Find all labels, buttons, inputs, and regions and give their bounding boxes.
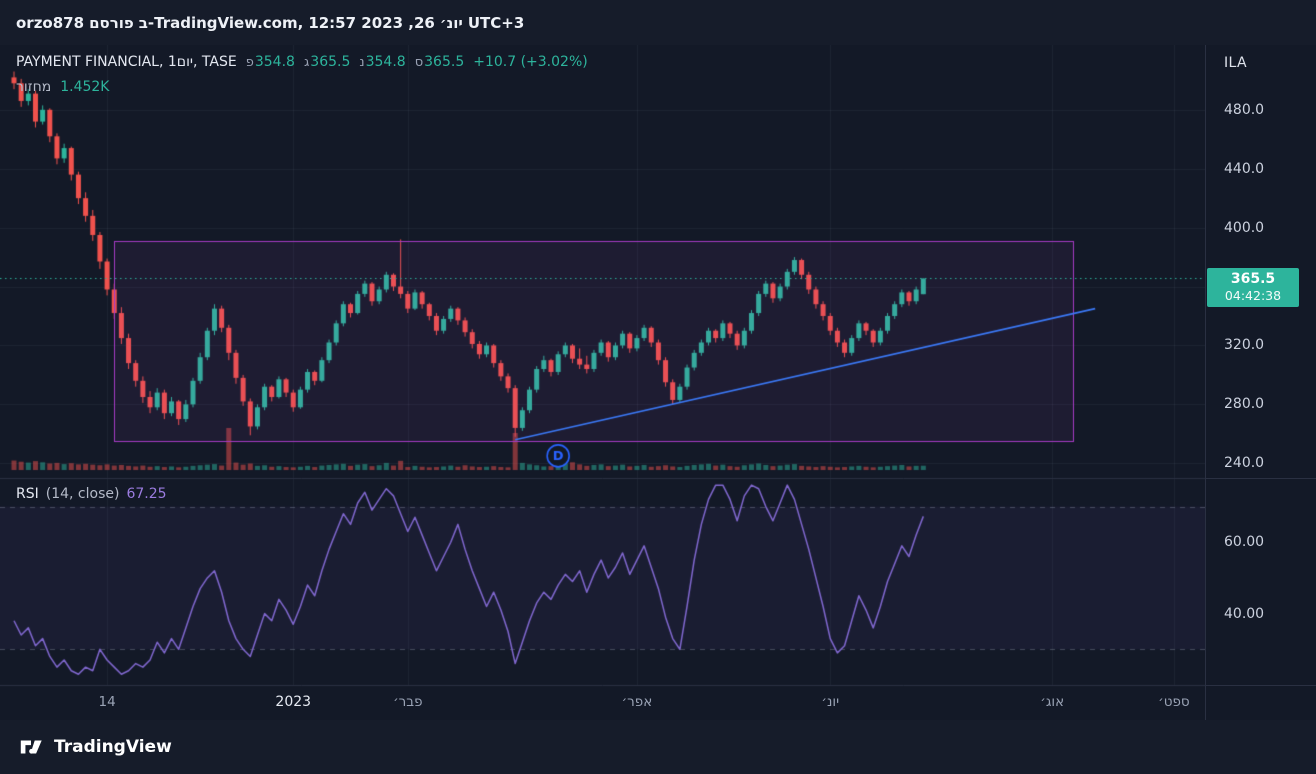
- symbol-title[interactable]: PAYMENT FINANCIAL, 1יום, TASE: [16, 54, 237, 70]
- ohlc-close: ס 365.5: [414, 54, 465, 70]
- rsi-title[interactable]: RSI: [16, 486, 39, 502]
- volume-value: 1.452K: [60, 79, 110, 95]
- ohlc-low: נ 354.8: [359, 54, 406, 70]
- pane-separator: [1206, 478, 1316, 479]
- rsi-legend[interactable]: RSI (14, close) 67.25: [16, 486, 167, 502]
- price-tick-label: 240.0: [1224, 455, 1265, 472]
- ohlc-open: פ 354.8: [245, 54, 295, 70]
- rsi-tick-label: 60.00: [1224, 534, 1265, 551]
- price-tick-label: 320.0: [1224, 337, 1265, 354]
- volume-legend[interactable]: מחזור 1.452K: [16, 79, 109, 95]
- attribution-username: orzo878: [16, 13, 85, 32]
- last-price: 365.5: [1230, 271, 1276, 288]
- chart-area: PAYMENT FINANCIAL, 1יום, TASE פ 354.8 ג 36…: [0, 45, 1205, 720]
- time-axis-label: ספט׳: [1158, 694, 1190, 710]
- rsi-params: (14, close): [45, 486, 120, 502]
- symbol-legend[interactable]: PAYMENT FINANCIAL, 1יום, TASE פ 354.8 ג 36…: [16, 54, 588, 70]
- attribution: orzo878 פורסם ב-TradingView.com, 12:57 2…: [0, 0, 1316, 45]
- time-axis-label: אפר׳: [621, 694, 653, 710]
- rsi-value: 67.25: [126, 486, 167, 502]
- price-tick-label: 440.0: [1224, 160, 1265, 177]
- volume-label: מחזור: [16, 79, 52, 95]
- attribution-published-word: פורסם: [89, 13, 134, 32]
- time-axis-label: 14: [98, 694, 116, 710]
- axis-separator: [1206, 685, 1316, 686]
- price-tick-label: 400.0: [1224, 219, 1265, 236]
- ohlc-high: ג 365.5: [303, 54, 351, 70]
- tradingview-brand-text[interactable]: TradingView: [54, 737, 172, 757]
- currency-label: ILA: [1224, 55, 1248, 71]
- time-axis-label: פבר׳: [393, 694, 423, 710]
- attribution-timezone: UTC+3: [467, 13, 525, 32]
- time-axis-label: יונ׳: [821, 694, 840, 710]
- change-value: +10.7 (+3.02%): [473, 54, 588, 70]
- tradingview-logo[interactable]: [18, 734, 44, 760]
- time-axis-label: אוג׳: [1040, 694, 1065, 710]
- price-chart-canvas[interactable]: [0, 45, 1205, 720]
- rsi-tick-label: 40.00: [1224, 605, 1265, 622]
- bar-countdown: 04:42:38: [1224, 288, 1282, 304]
- attribution-site: ב-TradingView.com,: [138, 13, 304, 32]
- footer: TradingView: [0, 720, 1316, 774]
- attribution-datetime: 12:57 2023 ,26: [308, 13, 435, 32]
- last-price-badge: 365.5 04:42:38: [1207, 268, 1299, 308]
- time-axis-label: 2023: [275, 694, 312, 710]
- time-axis[interactable]: 14 2023 פבר׳ אפר׳ יונ׳ אוג׳ ספט׳: [0, 685, 1205, 720]
- attribution-month: יונ׳: [439, 13, 463, 32]
- price-axis[interactable]: ILA 480.0 440.0 400.0 320.0 280.0 240.0 60.00…: [1205, 45, 1316, 720]
- price-tick-label: 280.0: [1224, 396, 1265, 413]
- price-tick-label: 480.0: [1224, 101, 1265, 118]
